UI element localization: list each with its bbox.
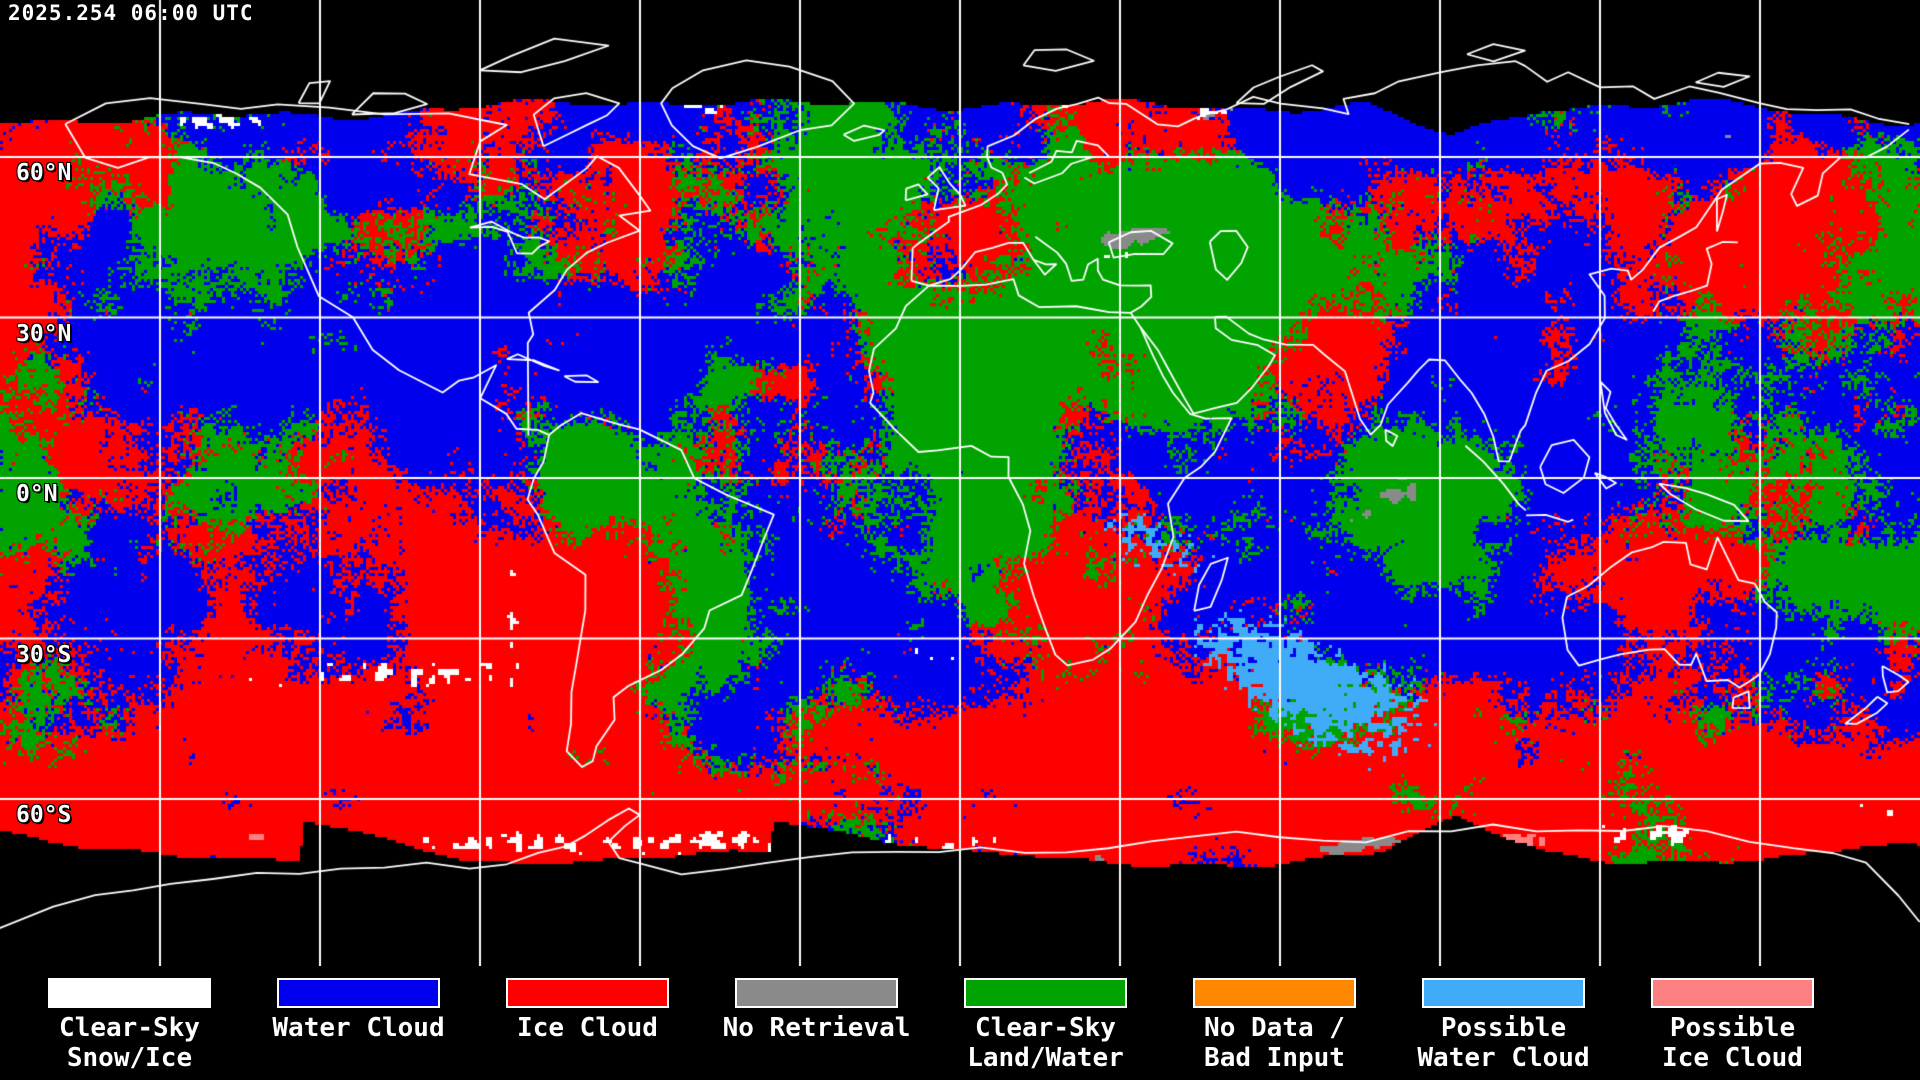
legend-label-ice-cloud: Ice Cloud	[517, 1013, 658, 1043]
legend-entry-possible-ice-cloud: Possible Ice Cloud	[1618, 978, 1847, 1073]
legend-label-possible-water-cloud: Possible Water Cloud	[1417, 1013, 1590, 1073]
legend-label-clear-sky-snow-ice: Clear-Sky Snow/Ice	[59, 1013, 200, 1073]
latitude-label-30N: 30°N	[16, 320, 72, 347]
timestamp-label: 2025.254 06:00 UTC	[8, 1, 254, 25]
legend-row: Clear-Sky Snow/Ice Water Cloud Ice Cloud No…	[15, 978, 1847, 1073]
legend-swatch-ice-cloud	[506, 978, 669, 1008]
legend-label-no-retrieval: No Retrieval	[722, 1013, 911, 1043]
world-cloud-mask-map: 2025.254 06:00 UTC 60°N 30°N 0°N 30°S 60°S	[0, 0, 1920, 966]
latitude-label-60S: 60°S	[16, 802, 72, 828]
legend-swatch-possible-water-cloud	[1422, 978, 1585, 1008]
legend-label-possible-ice-cloud: Possible Ice Cloud	[1662, 1013, 1803, 1073]
map-canvas	[0, 0, 1920, 966]
legend-entry-possible-water-cloud: Possible Water Cloud	[1389, 978, 1618, 1073]
legend-bar: Clear-Sky Snow/Ice Water Cloud Ice Cloud No…	[0, 966, 1920, 1080]
legend-swatch-clear-sky-snow-ice	[48, 978, 211, 1008]
legend-entry-water-cloud: Water Cloud	[244, 978, 473, 1073]
legend-entry-ice-cloud: Ice Cloud	[473, 978, 702, 1073]
latitude-label-60N: 60°N	[16, 160, 72, 186]
latitude-label-30S: 30°S	[16, 641, 72, 668]
legend-label-water-cloud: Water Cloud	[272, 1013, 445, 1043]
legend-swatch-no-data-bad-input	[1193, 978, 1356, 1008]
legend-swatch-clear-sky-land-water	[964, 978, 1127, 1008]
legend-swatch-possible-ice-cloud	[1651, 978, 1814, 1008]
legend-label-clear-sky-land-water: Clear-Sky Land/Water	[967, 1013, 1124, 1073]
legend-entry-no-data-bad-input: No Data / Bad Input	[1160, 978, 1389, 1073]
legend-label-no-data-bad-input: No Data / Bad Input	[1204, 1013, 1345, 1073]
latitude-label-0N: 0°N	[16, 481, 58, 507]
legend-swatch-no-retrieval	[735, 978, 898, 1008]
legend-entry-clear-sky-land-water: Clear-Sky Land/Water	[931, 978, 1160, 1073]
legend-swatch-water-cloud	[277, 978, 440, 1008]
legend-entry-no-retrieval: No Retrieval	[702, 978, 931, 1073]
legend-entry-clear-sky-snow-ice: Clear-Sky Snow/Ice	[15, 978, 244, 1073]
